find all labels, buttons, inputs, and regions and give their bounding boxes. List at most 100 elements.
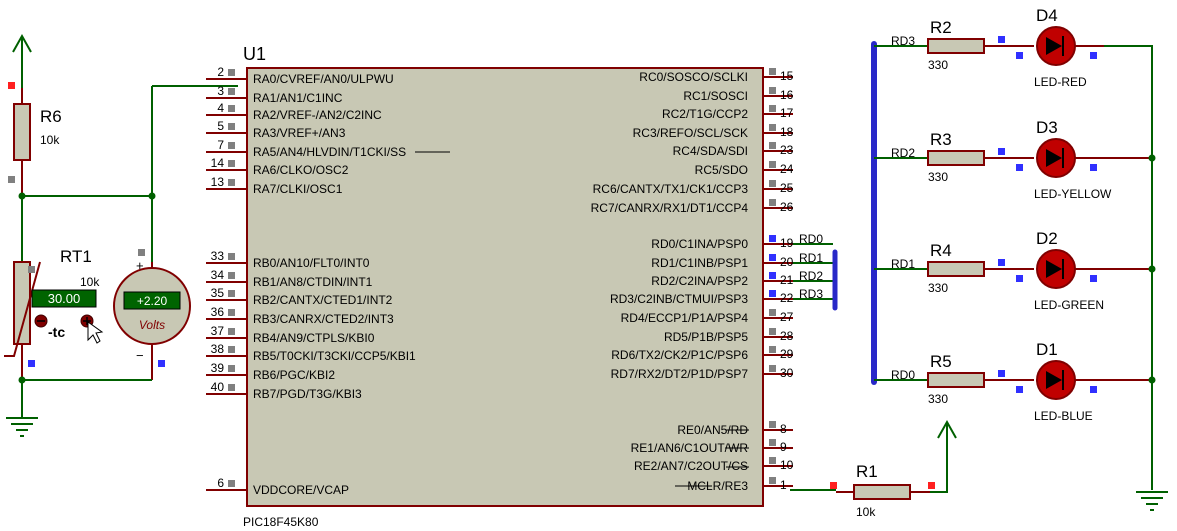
decrement-temp-button[interactable] [34, 314, 48, 328]
chip-ref: U1 [243, 44, 266, 64]
pin-marker [28, 266, 35, 273]
pin-re2[interactable]: 10 RE2/AN7/C2OUT/CS [634, 457, 794, 473]
pin-re1[interactable]: 9 RE1/AN6/C1OUT/WR [631, 439, 793, 455]
temperature-readout: 30.00 [48, 291, 81, 306]
resistor-r5[interactable] [927, 372, 1034, 388]
pin-ra6[interactable]: 14 RA6/CLKO/OSC2 [206, 156, 349, 177]
pin-rd2[interactable]: 21 RD2/C2INA/PSP2 [651, 272, 794, 288]
chip-body [246, 67, 764, 507]
pin-ra1[interactable]: 3 RA1/AN1/C1INC [206, 84, 343, 105]
pin-number: 7 [217, 138, 224, 152]
pin-marker [769, 457, 776, 464]
pin-label: RA1/AN1/C1INC [253, 91, 343, 105]
pin-rb3[interactable]: 36 RB3/CANRX/CTED2/INT3 [206, 305, 394, 326]
pin-number: 2 [217, 65, 224, 79]
pin-marker [769, 365, 776, 372]
pin-rd6[interactable]: 29 RD6/TX2/CK2/P1C/PSP6 [611, 346, 794, 362]
pin-marker [769, 142, 776, 149]
pin-marker [228, 105, 235, 112]
pin-marker [1090, 275, 1097, 282]
pin-marker [228, 328, 235, 335]
pin-marker [8, 176, 15, 183]
resistor-value: 330 [928, 170, 948, 184]
led-row-d1: RD0 R5 330 D1 LED-BLUE [874, 340, 1152, 423]
pin-number: 3 [217, 84, 224, 98]
pin-number: 8 [780, 422, 787, 436]
pin-rd0[interactable]: 19 RD0/C1INA/PSP0 [651, 235, 794, 251]
pin-rb0[interactable]: 33 RB0/AN10/FLT0/INT0 [206, 249, 370, 270]
pin-label: RA3/VREF+/AN3 [253, 126, 346, 140]
diode-arrow-icon [1046, 149, 1062, 167]
pin-ra5[interactable]: 7 RA5/AN4/HLVDIN/T1CKI/SS [206, 138, 406, 159]
led-ground-net [1104, 45, 1156, 490]
diode-arrow-icon [1046, 37, 1062, 55]
net-label-rd2: RD2 [799, 269, 823, 283]
microcontroller-u1[interactable] [246, 67, 764, 507]
led-d3[interactable] [1036, 138, 1152, 178]
pin-rb7[interactable]: 40 RB7/PGD/T3G/KBI3 [206, 380, 362, 401]
r1-ref: R1 [856, 462, 878, 481]
pin-rb2[interactable]: 35 RB2/CANTX/CTED1/INT2 [206, 286, 393, 307]
pin-ra7[interactable]: 13 RA7/CLKI/OSC1 [206, 175, 343, 196]
pin-number: 25 [780, 181, 794, 195]
pin-rc2[interactable]: 17 RC2/T1G/CCP2 [662, 105, 794, 121]
wire [930, 422, 948, 493]
led-d2[interactable] [1036, 249, 1152, 289]
pin-marker [228, 480, 235, 487]
pin-label: RB7/PGD/T3G/KBI3 [253, 387, 362, 401]
pin-rc3[interactable]: 18 RC3/REFO/SCL/SCK [633, 124, 794, 140]
resistor-r2[interactable] [927, 38, 1034, 54]
pin-rd4[interactable]: 27 RD4/ECCP1/P1A/PSP4 [621, 309, 794, 325]
pin-rb1[interactable]: 34 RB1/AN8/CTDIN/INT1 [206, 268, 373, 289]
r6-ref: R6 [40, 107, 62, 126]
voltmeter-unit: Volts [139, 318, 165, 332]
pin-marker [998, 370, 1005, 377]
pin-ra3[interactable]: 5 RA3/VREF+/AN3 [206, 119, 346, 140]
pin-marker [1090, 52, 1097, 59]
pin-label: RB1/AN8/CTDIN/INT1 [253, 275, 373, 289]
pin-rc6[interactable]: 25 RC6/CANTX/TX1/CK1/CCP3 [593, 180, 794, 196]
power-terminal[interactable] [937, 419, 957, 439]
pin-label: RA0/CVREF/AN0/ULPWU [253, 72, 394, 86]
pin-number: 26 [780, 200, 794, 214]
net-label: RD1 [891, 257, 915, 271]
pin-rb5[interactable]: 38 RB5/T0CKI/T3CKI/CCP5/KBI1 [206, 342, 416, 363]
pin-rb6[interactable]: 39 RB6/PGC/KBI2 [206, 361, 335, 382]
pin-marker [998, 259, 1005, 266]
chip-part: PIC18F45K80 [243, 515, 319, 529]
power-terminal[interactable] [12, 33, 32, 88]
pin-rb4[interactable]: 37 RB4/AN9/CTPLS/KBI0 [206, 324, 375, 345]
pin-re0[interactable]: 8 RE0/AN5/RD [677, 421, 793, 437]
resistor-r4[interactable] [927, 261, 1034, 277]
pin-marker [998, 148, 1005, 155]
pin-mclr[interactable]: 1 MCLR/RE3 [687, 477, 793, 493]
led-d1[interactable] [1036, 360, 1152, 400]
diode-arrow-icon [1046, 371, 1062, 389]
pin-vddcore[interactable]: 6 VDDCORE/VCAP [206, 476, 349, 497]
pin-rd7[interactable]: 30 RD7/RX2/DT2/P1D/PSP7 [611, 365, 794, 381]
pin-marker [769, 272, 776, 279]
resistor-r1[interactable] [836, 484, 930, 500]
pin-ra0[interactable]: 2 RA0/CVREF/AN0/ULPWU [206, 65, 394, 86]
pin-label: RA7/CLKI/OSC1 [253, 182, 343, 196]
r6-value: 10k [40, 133, 60, 147]
led-part: LED-YELLOW [1034, 187, 1112, 201]
pin-rd5[interactable]: 28 RD5/P1B/PSP5 [664, 328, 794, 344]
pin-number: 29 [780, 347, 794, 361]
pin-rc0[interactable]: 15 RC0/SOSCO/SCLKI [639, 68, 794, 84]
thermistor-rt1[interactable] [4, 261, 41, 380]
pin-rc5[interactable]: 24 RC5/SDO [695, 161, 794, 177]
pin-label: RC3/REFO/SCL/SCK [633, 126, 748, 140]
pin-label: RA5/AN4/HLVDIN/T1CKI/SS [253, 145, 406, 159]
resistor-r3[interactable] [927, 150, 1034, 166]
pin-marker [228, 142, 235, 149]
pin-label: RC4/SDA/SDI [673, 144, 748, 158]
pin-rc4[interactable]: 23 RC4/SDA/SDI [673, 142, 794, 158]
pin-rd3[interactable]: 22 RD3/C2INB/CTMUI/PSP3 [610, 290, 794, 306]
resistor-r6[interactable] [13, 88, 31, 196]
net-label-rd3: RD3 [799, 287, 823, 301]
pin-rc1[interactable]: 16 RC1/SOSCI [683, 87, 794, 103]
pin-rc7[interactable]: 26 RC7/CANRX/RX1/DT1/CCP4 [591, 199, 794, 215]
pin-ra2[interactable]: 4 RA2/VREF-/AN2/C2INC [206, 101, 382, 122]
pin-rd1[interactable]: 20 RD1/C1INB/PSP1 [651, 254, 794, 270]
